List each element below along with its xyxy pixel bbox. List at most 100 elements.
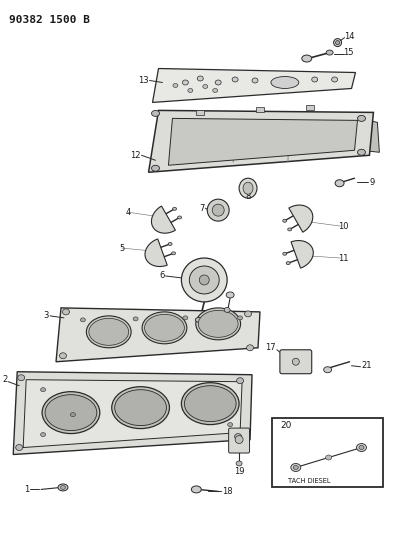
Ellipse shape (199, 275, 209, 285)
Ellipse shape (198, 310, 238, 337)
Ellipse shape (133, 317, 138, 321)
Ellipse shape (142, 312, 187, 344)
Ellipse shape (302, 55, 312, 62)
Ellipse shape (80, 318, 86, 322)
Text: 17: 17 (265, 343, 276, 352)
Ellipse shape (243, 182, 253, 194)
Ellipse shape (145, 314, 185, 341)
Text: 15: 15 (344, 48, 354, 57)
Ellipse shape (224, 308, 230, 312)
Ellipse shape (70, 413, 75, 417)
Text: 19: 19 (234, 467, 244, 476)
Ellipse shape (287, 228, 292, 231)
Ellipse shape (16, 445, 23, 450)
Text: 16: 16 (217, 310, 227, 319)
Text: 18: 18 (222, 487, 233, 496)
Text: 5: 5 (120, 244, 125, 253)
Ellipse shape (326, 50, 333, 55)
Text: TACH DIESEL: TACH DIESEL (289, 479, 331, 484)
Ellipse shape (286, 262, 290, 264)
Ellipse shape (173, 207, 177, 211)
Ellipse shape (236, 378, 244, 384)
Ellipse shape (324, 367, 331, 373)
Text: 7: 7 (199, 204, 204, 213)
Ellipse shape (191, 486, 201, 493)
Ellipse shape (283, 252, 287, 255)
Ellipse shape (181, 258, 227, 302)
Ellipse shape (331, 77, 338, 82)
Ellipse shape (335, 180, 344, 187)
Ellipse shape (212, 204, 224, 216)
Ellipse shape (226, 292, 234, 298)
Text: 21: 21 (362, 361, 372, 370)
Text: 12: 12 (130, 151, 141, 160)
Ellipse shape (359, 446, 364, 449)
Ellipse shape (238, 316, 243, 320)
Ellipse shape (252, 78, 258, 83)
Text: 2: 2 (2, 375, 7, 384)
Ellipse shape (291, 464, 301, 472)
Ellipse shape (183, 316, 188, 320)
Ellipse shape (196, 308, 241, 340)
Text: 10: 10 (338, 222, 348, 231)
Ellipse shape (197, 76, 203, 81)
Ellipse shape (239, 178, 257, 198)
FancyBboxPatch shape (228, 428, 249, 453)
Text: 4: 4 (126, 208, 131, 216)
Text: 1: 1 (24, 485, 29, 494)
Ellipse shape (236, 461, 242, 466)
Polygon shape (23, 379, 242, 448)
Ellipse shape (89, 318, 129, 345)
Ellipse shape (86, 316, 131, 348)
Ellipse shape (283, 219, 287, 222)
Ellipse shape (245, 311, 251, 317)
Ellipse shape (177, 216, 181, 219)
Polygon shape (168, 118, 358, 165)
Ellipse shape (287, 78, 293, 83)
Ellipse shape (247, 345, 253, 351)
Ellipse shape (173, 84, 178, 87)
Polygon shape (151, 206, 175, 233)
Ellipse shape (152, 165, 160, 171)
Ellipse shape (181, 383, 239, 425)
Ellipse shape (59, 353, 67, 359)
Text: 90382 1500 B: 90382 1500 B (9, 15, 90, 25)
Ellipse shape (234, 433, 242, 440)
Polygon shape (289, 205, 313, 232)
Ellipse shape (185, 386, 236, 422)
Bar (272, 417, 383, 487)
Polygon shape (56, 308, 260, 362)
Ellipse shape (195, 317, 203, 322)
Polygon shape (152, 69, 356, 102)
Text: 8: 8 (246, 192, 251, 201)
Ellipse shape (171, 252, 175, 255)
Ellipse shape (168, 243, 172, 245)
Ellipse shape (112, 386, 169, 429)
Ellipse shape (333, 38, 342, 46)
Polygon shape (13, 372, 252, 455)
Bar (196, 110, 204, 116)
Ellipse shape (45, 394, 97, 431)
Polygon shape (291, 240, 313, 268)
Text: 9: 9 (369, 177, 375, 187)
Ellipse shape (18, 375, 25, 381)
Polygon shape (360, 118, 379, 152)
Ellipse shape (228, 423, 232, 426)
Ellipse shape (335, 41, 340, 45)
Ellipse shape (42, 392, 100, 433)
Ellipse shape (235, 435, 243, 443)
Ellipse shape (203, 84, 208, 88)
Polygon shape (145, 239, 167, 266)
Text: 14: 14 (345, 32, 355, 41)
Polygon shape (148, 110, 373, 172)
Ellipse shape (293, 465, 298, 470)
Bar (306, 106, 314, 110)
Ellipse shape (271, 77, 299, 88)
Ellipse shape (215, 80, 221, 85)
Ellipse shape (41, 433, 46, 437)
Ellipse shape (213, 88, 218, 92)
Ellipse shape (189, 266, 219, 294)
Ellipse shape (312, 77, 318, 82)
Ellipse shape (183, 80, 188, 85)
Ellipse shape (358, 149, 366, 155)
